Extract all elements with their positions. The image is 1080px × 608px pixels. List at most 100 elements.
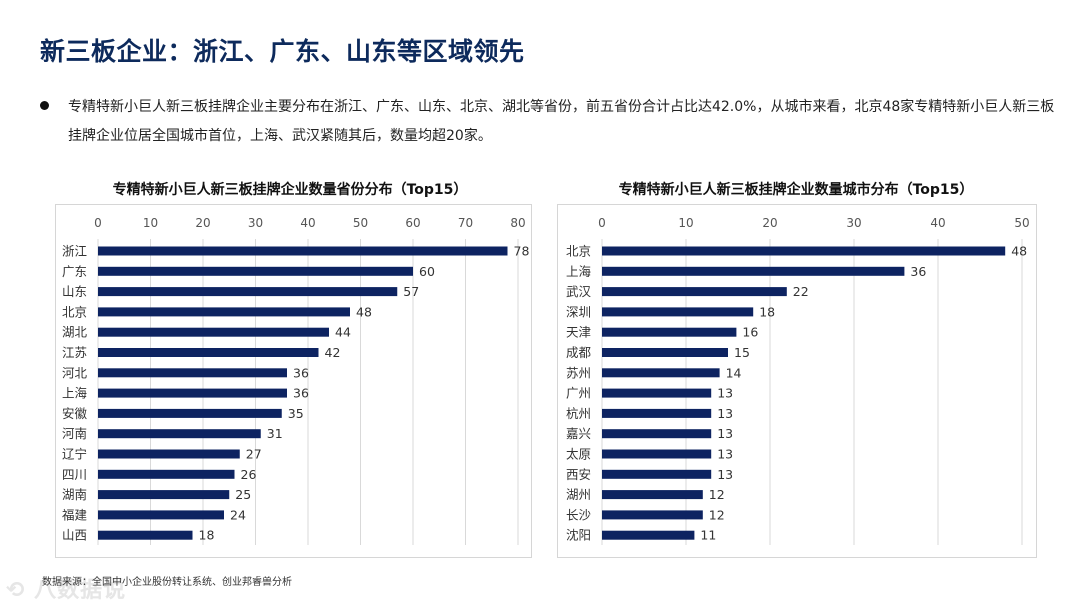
category-label: 成都 <box>566 345 592 360</box>
value-label: 42 <box>325 345 341 360</box>
category-label: 安徽 <box>62 406 88 421</box>
value-label: 27 <box>246 447 262 462</box>
bar <box>98 266 413 276</box>
value-label: 31 <box>267 426 283 441</box>
bar <box>98 408 282 418</box>
value-label: 25 <box>235 487 251 502</box>
page-title: 新三板企业：浙江、广东、山东等区域领先 <box>40 37 525 66</box>
summary-text: 专精特新小巨人新三板挂牌企业主要分布在浙江、广东、山东、北京、湖北等省份，前五省… <box>68 99 1055 144</box>
value-label: 78 <box>514 244 530 259</box>
category-label: 河南 <box>62 426 87 441</box>
chart-title-province: 专精特新小巨人新三板挂牌企业数量省份分布（Top15） <box>112 182 468 198</box>
category-label: 深圳 <box>566 304 591 319</box>
category-label: 苏州 <box>566 365 591 380</box>
bar <box>602 368 720 378</box>
bar <box>602 490 703 500</box>
value-label: 26 <box>241 467 257 482</box>
value-label: 13 <box>717 447 733 462</box>
category-label: 杭州 <box>566 406 591 421</box>
category-label: 上海 <box>62 386 88 401</box>
value-label: 36 <box>293 386 309 401</box>
value-label: 11 <box>700 528 716 543</box>
value-label: 60 <box>419 264 435 279</box>
value-label: 13 <box>717 406 733 421</box>
x-tick-label: 30 <box>248 216 263 230</box>
bar <box>602 469 712 479</box>
value-label: 13 <box>717 426 733 441</box>
source-note: 数据来源：全国中小企业股份转让系统、创业邦睿兽分析 <box>42 577 292 588</box>
bar <box>602 246 1006 256</box>
bar <box>98 530 193 540</box>
value-label: 22 <box>793 284 809 299</box>
value-label: 44 <box>335 325 351 340</box>
category-label: 长沙 <box>566 507 592 522</box>
x-tick-label: 60 <box>405 216 420 230</box>
x-tick-label: 40 <box>930 216 945 230</box>
bar <box>98 490 230 500</box>
bar <box>98 348 319 357</box>
x-tick-label: 50 <box>353 216 368 230</box>
bar <box>602 429 712 439</box>
category-label: 广东 <box>62 264 87 279</box>
category-label: 嘉兴 <box>566 426 591 441</box>
category-label: 辽宁 <box>62 447 87 462</box>
bar <box>602 388 712 398</box>
value-label: 36 <box>910 264 926 279</box>
chart-province: 0 10 20 30 40 50 60 70 80 浙江 78 广东 60 山东 57 北京 48 湖北 44 江苏 4… <box>55 204 532 558</box>
category-label: 太原 <box>566 447 591 462</box>
value-label: 13 <box>717 467 733 482</box>
value-label: 12 <box>709 507 725 522</box>
value-label: 35 <box>288 406 304 421</box>
province-bar-chart: 0 10 20 30 40 50 60 70 80 浙江 78 广东 60 山东 57 北京 48 湖北 44 江苏 4… <box>62 216 530 545</box>
bar <box>98 287 398 297</box>
bar <box>602 266 905 276</box>
x-tick-label: 30 <box>846 216 861 230</box>
bar <box>602 327 737 337</box>
x-tick-label: 10 <box>678 216 693 230</box>
category-label: 武汉 <box>566 284 592 299</box>
bar <box>98 246 508 256</box>
x-tick-label: 80 <box>510 216 525 230</box>
value-label: 24 <box>230 507 246 522</box>
category-label: 江苏 <box>62 345 87 360</box>
category-label: 浙江 <box>62 244 87 259</box>
category-label: 湖南 <box>62 487 87 502</box>
bar <box>602 348 728 357</box>
bar <box>98 429 261 439</box>
bar <box>602 510 703 520</box>
bar <box>98 449 240 459</box>
category-label: 山西 <box>62 528 87 543</box>
bar <box>602 307 754 317</box>
value-label: 36 <box>293 365 309 380</box>
value-label: 48 <box>356 304 372 319</box>
value-label: 12 <box>709 487 725 502</box>
x-tick-label: 20 <box>195 216 210 230</box>
x-tick-label: 40 <box>300 216 315 230</box>
category-label: 沈阳 <box>566 528 591 543</box>
bar <box>98 307 350 317</box>
x-tick-label: 0 <box>598 216 606 230</box>
bar <box>98 388 287 398</box>
bar <box>602 287 787 297</box>
value-label: 48 <box>1011 244 1027 259</box>
bar <box>98 327 329 337</box>
category-label: 福建 <box>62 507 88 522</box>
value-label: 15 <box>734 345 750 360</box>
category-label: 四川 <box>62 467 87 482</box>
category-label: 河北 <box>62 365 88 380</box>
x-tick-label: 70 <box>458 216 473 230</box>
category-label: 广州 <box>566 386 591 401</box>
category-label: 天津 <box>566 325 591 340</box>
bar <box>602 530 695 540</box>
bar <box>98 510 224 520</box>
x-tick-label: 50 <box>1014 216 1029 230</box>
value-label: 16 <box>742 325 758 340</box>
value-label: 14 <box>726 365 742 380</box>
bar <box>98 368 287 378</box>
x-tick-label: 20 <box>762 216 777 230</box>
x-tick-label: 0 <box>94 216 102 230</box>
category-label: 湖州 <box>566 487 591 502</box>
bar <box>98 469 235 479</box>
value-label: 57 <box>403 284 419 299</box>
watermark-logo: ⟲ 八数据说 <box>6 578 127 603</box>
